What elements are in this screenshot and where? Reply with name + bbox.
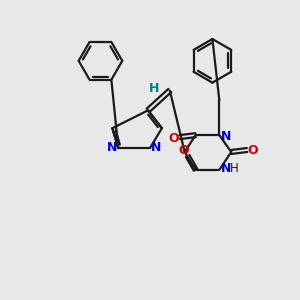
Text: O: O [178,143,189,157]
Text: O: O [248,143,258,157]
Text: N: N [151,140,161,154]
Text: O: O [169,132,179,145]
Text: H: H [230,162,239,175]
Text: N: N [107,140,117,154]
Text: H: H [149,82,159,95]
Text: N: N [221,130,232,142]
Text: N: N [221,162,232,175]
